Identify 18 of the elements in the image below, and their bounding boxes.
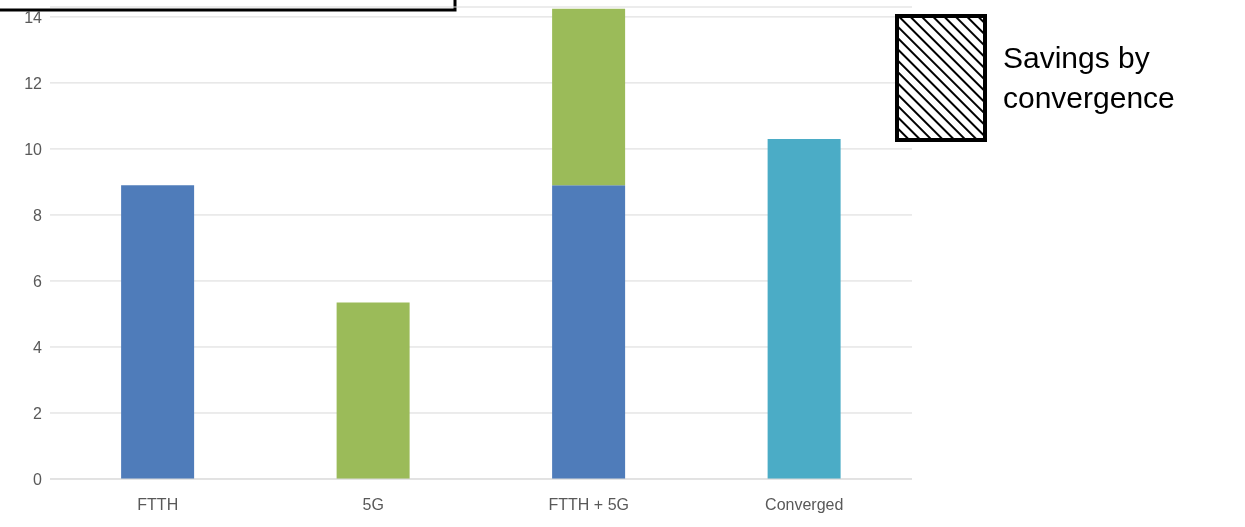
x-tick-label: FTTH [137, 496, 179, 514]
bar [552, 185, 626, 479]
y-tick-label: 0 [33, 470, 43, 488]
bar [767, 139, 841, 479]
bar [552, 8, 626, 186]
y-tick-label: 10 [24, 140, 43, 158]
x-tick-label: 5G [362, 496, 384, 514]
y-tick-label: 6 [33, 272, 43, 290]
y-tick-label: 8 [33, 206, 43, 224]
x-tick-label: FTTH + 5G [548, 496, 629, 514]
x-tick-label: Converged [765, 496, 844, 514]
text: Savings by convergence [1003, 40, 1176, 116]
y-tick-label: 12 [24, 74, 43, 92]
bar [121, 185, 195, 479]
y-tick-label: 14 [24, 8, 43, 26]
bar [336, 302, 410, 479]
y-tick-label: 2 [33, 404, 43, 422]
y-tick-label: 4 [33, 338, 43, 356]
